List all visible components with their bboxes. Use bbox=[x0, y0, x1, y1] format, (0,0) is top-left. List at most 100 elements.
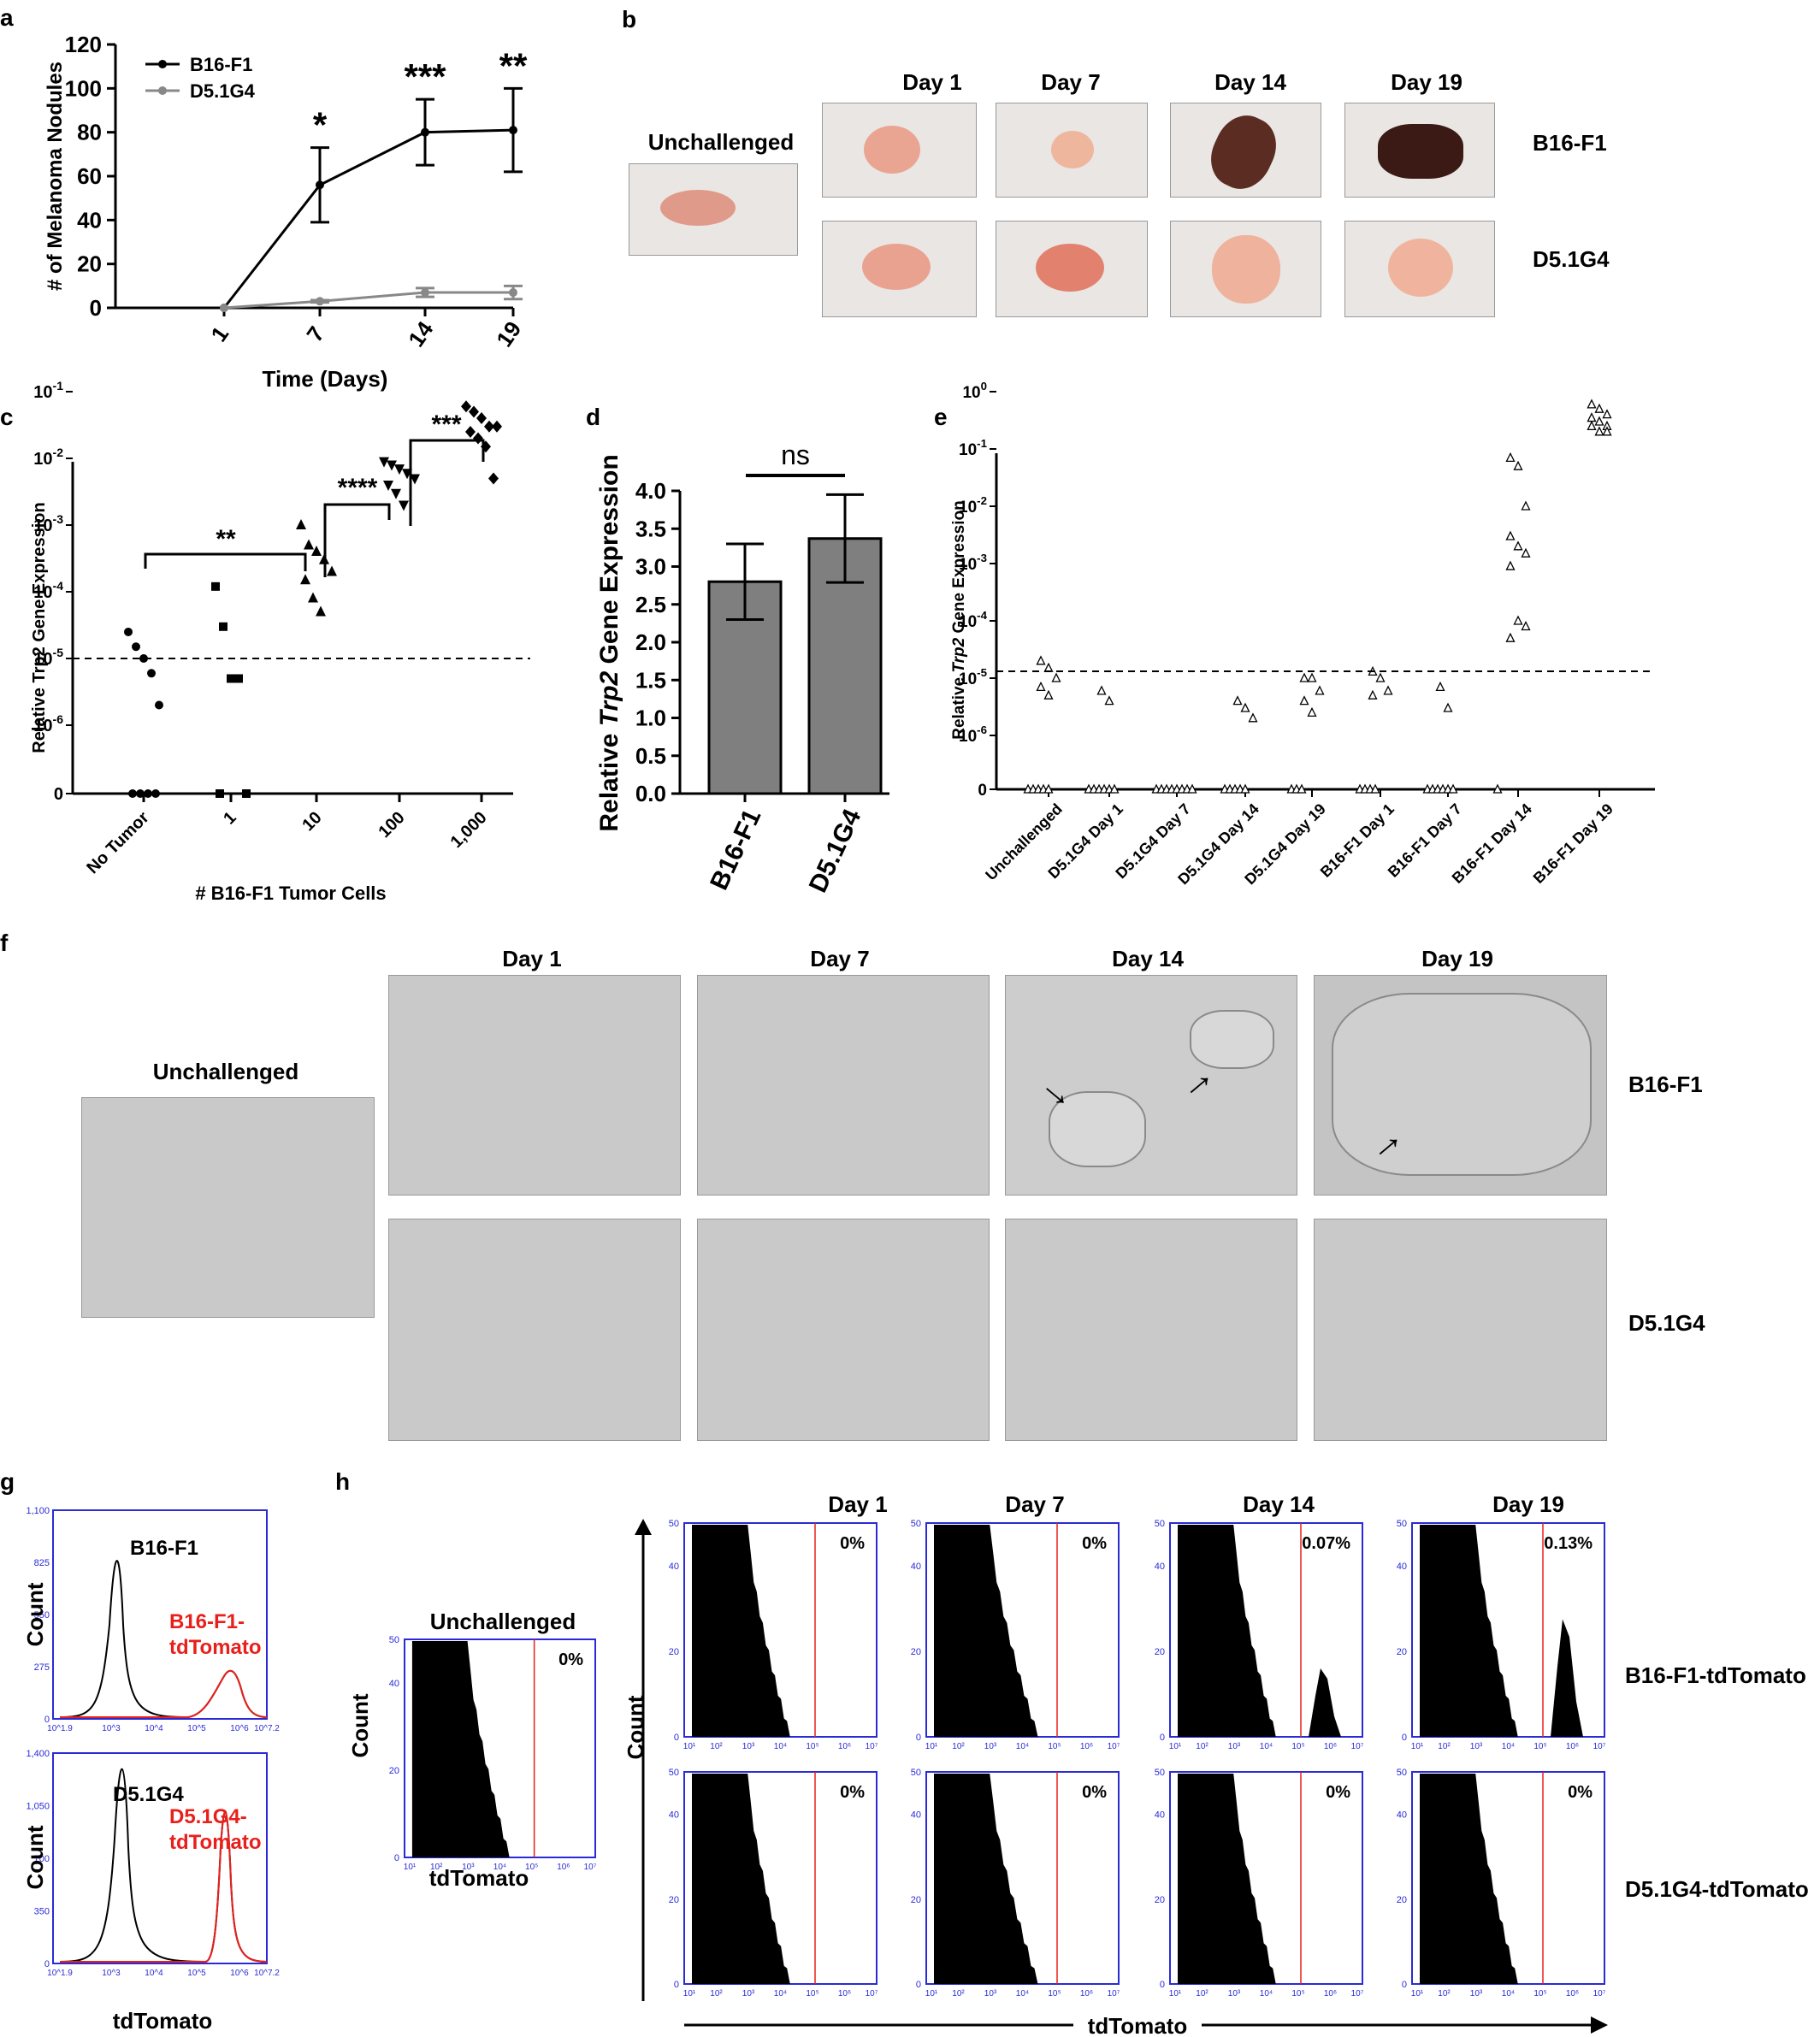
a-ytick-label: 100 bbox=[65, 75, 102, 101]
h-ytick-label: 50 bbox=[1155, 1768, 1165, 1778]
d-ytick-label: 2.5 bbox=[635, 592, 666, 617]
c-point bbox=[216, 789, 224, 798]
h-y-arrowhead bbox=[635, 1519, 652, 1535]
a-xtick-label: 19 bbox=[491, 316, 526, 351]
h-xtick-label: 10² bbox=[1196, 1742, 1208, 1751]
g-xtick-label: 10^5 bbox=[187, 1969, 206, 1978]
h-ytick-label: 40 bbox=[389, 1679, 399, 1689]
h-ytick-label: 20 bbox=[669, 1647, 679, 1657]
c-sig-bracket bbox=[409, 439, 485, 526]
e-point bbox=[1240, 702, 1250, 712]
h-xtick-label: 10⁷ bbox=[1108, 1989, 1120, 1999]
h-histogram bbox=[692, 1774, 790, 1984]
h-xtick-label: 10⁵ bbox=[1291, 1742, 1304, 1751]
e-point bbox=[1602, 426, 1612, 436]
h-ytick-label: 40 bbox=[1397, 1562, 1407, 1572]
h-ytick-label: 20 bbox=[1397, 1647, 1407, 1657]
c-sig-bracket bbox=[144, 552, 307, 571]
a-xtick-label: 14 bbox=[403, 316, 438, 351]
panel-f-labels: Day 1 Day 7 Day 14 Day 19 Unchallenged B… bbox=[153, 946, 1705, 1336]
c-sig-label: **** bbox=[338, 474, 378, 502]
h-xtick-label: 10⁴ bbox=[1502, 1742, 1515, 1751]
g-ytick-label: 1,100 bbox=[26, 1506, 50, 1516]
h-ytick-label: 50 bbox=[1397, 1519, 1407, 1529]
h-xtick-label: 10¹ bbox=[1169, 1989, 1182, 1999]
h-ytick-label: 0 bbox=[394, 1853, 399, 1863]
a-series-line bbox=[222, 128, 514, 309]
e-point bbox=[1240, 783, 1250, 794]
e-point bbox=[1594, 416, 1604, 426]
f-col-day1: Day 1 bbox=[502, 946, 561, 971]
c-xtick-label: 1 bbox=[220, 808, 239, 828]
h-col-day1: Day 1 bbox=[828, 1491, 887, 1517]
e-point bbox=[1521, 621, 1531, 631]
c-xtick-label: 100 bbox=[375, 808, 408, 841]
e-ytick-label: 10-2 bbox=[959, 494, 987, 517]
h-ytick-label: 50 bbox=[389, 1635, 399, 1645]
g-bottom-black-label: D5.1G4 bbox=[113, 1783, 184, 1806]
b-photo-d51-day1 bbox=[822, 221, 977, 317]
c-point bbox=[383, 481, 393, 492]
e-point bbox=[1521, 547, 1531, 558]
h-ytick-label: 0 bbox=[916, 1733, 921, 1743]
h-xtick-label: 10⁶ bbox=[1324, 1989, 1337, 1999]
c-point bbox=[219, 622, 228, 631]
e-point bbox=[1051, 672, 1061, 682]
h-xtick-label: 10⁷ bbox=[1108, 1742, 1120, 1751]
h-col-day19: Day 19 bbox=[1492, 1491, 1564, 1517]
e-point bbox=[1513, 460, 1523, 470]
h-plot-unchallenged: 0% 50 40 20 0 10¹ 10² 10³ 10⁴ 10⁵ 10⁶ 10⁷ bbox=[389, 1635, 597, 1872]
h-ytick-label: 50 bbox=[1155, 1519, 1165, 1529]
e-point bbox=[1368, 689, 1378, 700]
h-histogram bbox=[934, 1774, 1038, 1984]
e-point bbox=[1513, 540, 1523, 551]
e-ytick-label: 100 bbox=[962, 380, 987, 402]
d-ytick-label: 1.5 bbox=[635, 667, 666, 693]
h-ytick-label: 40 bbox=[669, 1810, 679, 1821]
h-xtick-label: 10⁷ bbox=[1593, 1742, 1606, 1751]
f-row-d51: D5.1G4 bbox=[1628, 1310, 1705, 1336]
c-point bbox=[387, 460, 397, 471]
h-xtick-label: 10⁶ bbox=[557, 1863, 570, 1872]
a-point bbox=[421, 288, 429, 298]
e-point bbox=[1370, 783, 1380, 794]
c-x-label: # B16-F1 Tumor Cells bbox=[195, 883, 386, 904]
b-row-b16: B16-F1 bbox=[1533, 130, 1607, 156]
e-point bbox=[1594, 426, 1604, 436]
g-ytick-label: 550 bbox=[34, 1610, 50, 1621]
a-point bbox=[421, 127, 429, 137]
e-point bbox=[1043, 689, 1054, 700]
e-ytick-label: 10-3 bbox=[959, 552, 987, 574]
panel-h-flow: Day 1 Day 7 Day 14 Day 19 Unchallenged B… bbox=[347, 1491, 1809, 2037]
h-xtick-label: 10² bbox=[1438, 1989, 1451, 1999]
a-xtick-label: 7 bbox=[301, 322, 329, 346]
h-plot-bottom-3: 0% 50 40 20 0 10¹ 10² 10³ 10⁴ 10⁵ 10⁶ 10⁷ bbox=[1397, 1768, 1606, 1999]
c-point bbox=[484, 420, 494, 433]
e-point bbox=[1232, 695, 1243, 706]
h-xtick-label: 10⁵ bbox=[525, 1863, 538, 1872]
h-gate-percent: 0.13% bbox=[1544, 1534, 1592, 1553]
h-xtick-label: 10⁴ bbox=[774, 1989, 787, 1999]
panel-label-a: a bbox=[0, 4, 14, 31]
h-xtick-label: 10¹ bbox=[1169, 1742, 1182, 1751]
g-xtick-label: 10^4 bbox=[145, 1969, 163, 1978]
b-photo-unchallenged bbox=[629, 163, 798, 256]
e-point bbox=[1587, 412, 1597, 422]
h-ytick-label: 50 bbox=[669, 1768, 679, 1778]
a-point bbox=[220, 304, 228, 312]
f-col-day14: Day 14 bbox=[1112, 946, 1184, 971]
panel-label-c: c bbox=[0, 404, 14, 430]
h-histogram bbox=[411, 1641, 510, 1857]
h-xtick-label: 10² bbox=[952, 1742, 965, 1751]
g-top-black-label: B16-F1 bbox=[130, 1537, 198, 1560]
h-xtick-label: 10⁷ bbox=[584, 1863, 597, 1872]
h-xtick-label: 10³ bbox=[742, 1742, 755, 1751]
h-ytick-label: 40 bbox=[1155, 1562, 1165, 1572]
a-ytick-label: 40 bbox=[77, 207, 102, 233]
e-point bbox=[1104, 695, 1114, 706]
c-ytick-label: 0 bbox=[54, 785, 63, 804]
h-xtick-label: 10⁶ bbox=[838, 1989, 851, 1999]
f-col-day19: Day 19 bbox=[1421, 946, 1493, 971]
c-ytick-label: 10-3 bbox=[33, 512, 63, 535]
h-xtick-label: 10⁷ bbox=[1351, 1742, 1364, 1751]
